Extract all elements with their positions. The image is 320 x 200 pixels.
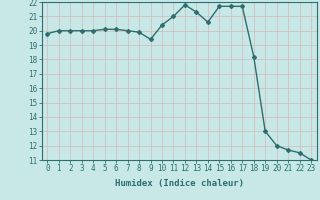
X-axis label: Humidex (Indice chaleur): Humidex (Indice chaleur) [115,179,244,188]
